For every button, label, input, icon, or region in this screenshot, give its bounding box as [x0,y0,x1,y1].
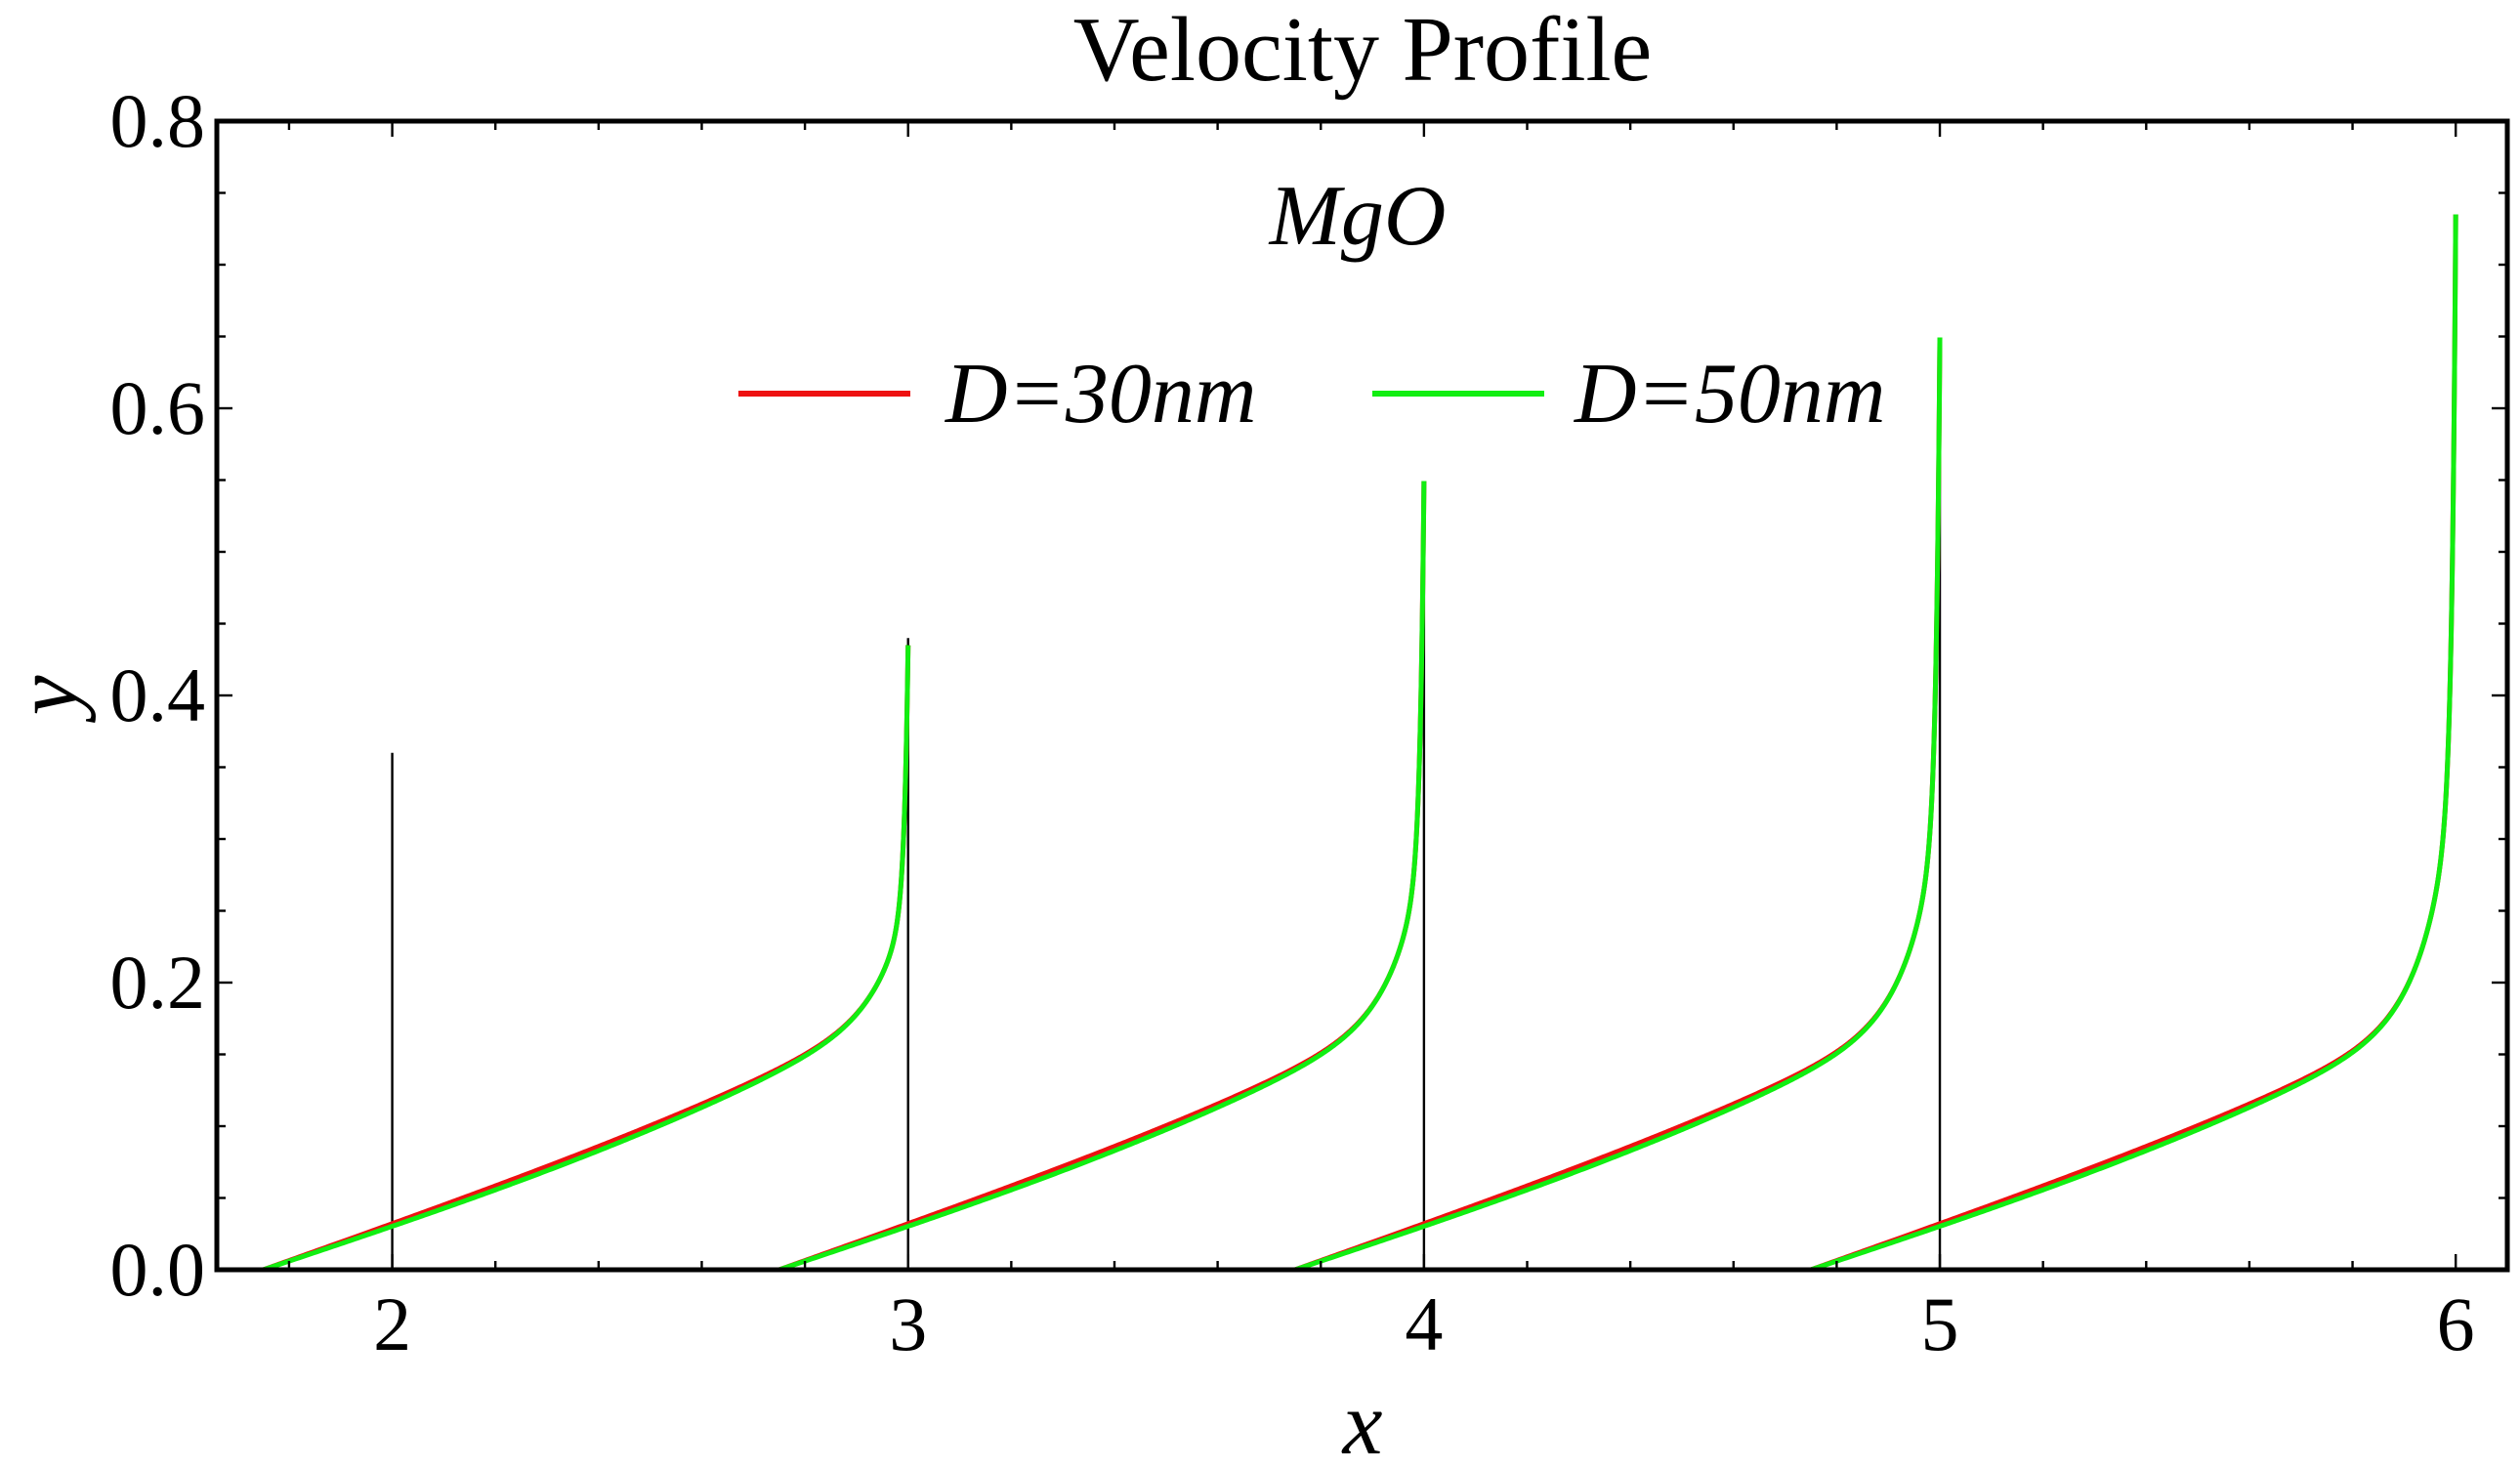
y-tick-label: 0.8 [110,78,206,163]
series-d-50nm-profile-4 [1810,212,2458,1273]
legend-label-1: D=30nm [945,347,1256,441]
plot-area: 2 3 4 5 6 0.0 0.2 0.4 0.6 0.8 [110,78,2510,1366]
legend: D=30nm D=50nm [738,347,1885,441]
y-tick-label: 0.0 [110,1227,206,1312]
y-tick-label: 0.6 [110,365,206,450]
series-d-50nm-profile-3 [1294,335,1943,1273]
x-tick-label: 6 [2437,1281,2475,1366]
x-tick-label: 2 [373,1281,411,1366]
x-axis-label: x [1341,1373,1383,1469]
chart-title: Velocity Profile [1073,0,1653,101]
x-tick-label: 4 [1405,1281,1443,1366]
y-axis-label: y [0,675,96,723]
series-d-50nm-profile-2 [777,479,1427,1273]
y-tick-label: 0.2 [110,940,206,1025]
material-annotation: MgO [1268,169,1447,264]
plot-background [217,121,2507,1270]
legend-label-2: D=50nm [1574,347,1885,441]
y-tick-label: 0.4 [110,652,206,737]
x-tick-label: 3 [889,1281,927,1366]
series-d-50nm-profile-1 [262,643,911,1273]
x-tick-label: 5 [1921,1281,1959,1366]
